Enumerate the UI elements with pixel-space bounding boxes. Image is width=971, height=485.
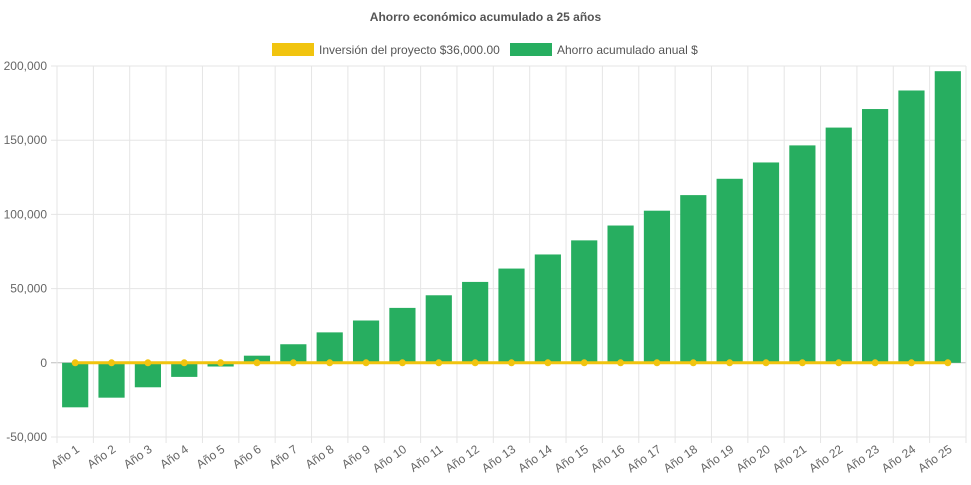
x-tick-label: Año 16 <box>588 442 627 475</box>
x-axis: Año 1 Año 2 Año 3 Año 4 Año 5 Año 6 Año 7 Año 8… <box>48 442 955 475</box>
line-point[interactable] <box>471 359 479 367</box>
x-tick-label: Año 7 <box>266 442 300 472</box>
bar[interactable] <box>680 195 707 363</box>
x-tick-label: Año 18 <box>661 442 700 475</box>
y-tick-label: 200,000 <box>4 59 48 73</box>
legend-swatch-investment <box>272 43 314 56</box>
bar[interactable] <box>789 145 816 363</box>
bar[interactable] <box>498 268 525 363</box>
bar[interactable] <box>425 295 452 363</box>
line-point[interactable] <box>326 359 334 367</box>
x-tick-label: Año 9 <box>339 442 373 472</box>
x-tick-label: Año 12 <box>443 442 482 475</box>
line-point[interactable] <box>944 359 952 367</box>
line-point[interactable] <box>726 359 734 367</box>
line-point[interactable] <box>689 359 697 367</box>
bar[interactable] <box>462 281 489 363</box>
line-point[interactable] <box>798 359 806 367</box>
x-tick-label: Año 19 <box>697 442 736 475</box>
x-tick-label: Año 4 <box>157 442 191 472</box>
x-tick-label: Año 15 <box>552 442 591 475</box>
bar-series <box>62 71 961 408</box>
line-point[interactable] <box>144 359 152 367</box>
line-point[interactable] <box>217 359 225 367</box>
bar[interactable] <box>389 307 416 363</box>
bar[interactable] <box>571 240 598 363</box>
bar[interactable] <box>825 127 852 363</box>
line-point[interactable] <box>253 359 261 367</box>
y-tick-label: 150,000 <box>4 133 48 147</box>
line-point[interactable] <box>180 359 188 367</box>
x-tick-label: Año 24 <box>879 442 918 475</box>
y-tick-label: -50,000 <box>6 430 47 444</box>
x-tick-label: Año 3 <box>121 442 155 472</box>
x-tick-label: Año 6 <box>230 442 264 472</box>
y-axis: 200,000 150,000 100,000 50,000 0 -50,000 <box>4 59 48 444</box>
y-tick-label: 100,000 <box>4 207 48 221</box>
x-tick-label: Año 10 <box>370 442 409 475</box>
bar[interactable] <box>643 210 671 363</box>
x-tick-label: Año 14 <box>515 442 554 475</box>
line-series <box>71 359 952 367</box>
line-point[interactable] <box>544 359 552 367</box>
bar[interactable] <box>716 178 743 363</box>
line-point[interactable] <box>871 359 879 367</box>
line-point[interactable] <box>508 359 515 367</box>
line-point[interactable] <box>580 359 588 367</box>
bar[interactable] <box>62 362 89 408</box>
bar[interactable] <box>534 254 561 363</box>
legend: Inversión del proyecto $36,000.00 Ahorro… <box>272 43 698 57</box>
x-tick-label: Año 13 <box>479 442 518 475</box>
y-tick-label: 0 <box>40 356 47 370</box>
legend-label-investment: Inversión del proyecto $36,000.00 <box>319 43 500 57</box>
line-point[interactable] <box>907 359 915 367</box>
line-point[interactable] <box>71 359 79 367</box>
bar[interactable] <box>316 332 343 363</box>
bar[interactable] <box>898 90 925 363</box>
gridlines <box>51 65 967 443</box>
legend-swatch-savings <box>510 43 552 56</box>
x-tick-label: Año 20 <box>734 442 773 475</box>
x-tick-label: Año 25 <box>915 442 954 475</box>
line-point[interactable] <box>835 359 843 367</box>
x-tick-label: Año 21 <box>770 442 809 475</box>
bar[interactable] <box>934 71 961 363</box>
line-point[interactable] <box>108 359 116 367</box>
line-point[interactable] <box>435 359 443 367</box>
line-point[interactable] <box>362 359 370 367</box>
bar[interactable] <box>607 225 634 363</box>
legend-item-investment[interactable]: Inversión del proyecto $36,000.00 <box>272 43 500 57</box>
line-point[interactable] <box>617 359 625 367</box>
x-tick-label: Año 8 <box>303 442 337 472</box>
x-tick-label: Año 2 <box>85 442 119 472</box>
x-tick-label: Año 5 <box>194 442 228 472</box>
line-point[interactable] <box>762 359 770 367</box>
x-tick-label: Año 1 <box>48 442 82 472</box>
y-tick-label: 50,000 <box>10 282 47 296</box>
bar[interactable] <box>243 355 271 363</box>
bar[interactable] <box>98 362 125 398</box>
legend-label-savings: Ahorro acumulado anual $ <box>557 43 698 57</box>
bar[interactable] <box>171 362 198 377</box>
legend-item-savings[interactable]: Ahorro acumulado anual $ <box>510 43 698 57</box>
chart-title: Ahorro económico acumulado a 25 años <box>370 10 602 24</box>
x-tick-label: Año 23 <box>843 442 882 475</box>
line-point[interactable] <box>398 359 406 367</box>
x-tick-label: Año 22 <box>806 442 845 475</box>
bar[interactable] <box>862 109 889 363</box>
bar[interactable] <box>352 320 380 363</box>
line-point[interactable] <box>653 359 661 367</box>
x-tick-label: Año 11 <box>407 442 446 475</box>
bar[interactable] <box>752 162 780 363</box>
x-tick-label: Año 17 <box>624 442 663 475</box>
line-point[interactable] <box>289 359 297 367</box>
bar[interactable] <box>134 362 161 388</box>
bar[interactable] <box>280 344 307 363</box>
